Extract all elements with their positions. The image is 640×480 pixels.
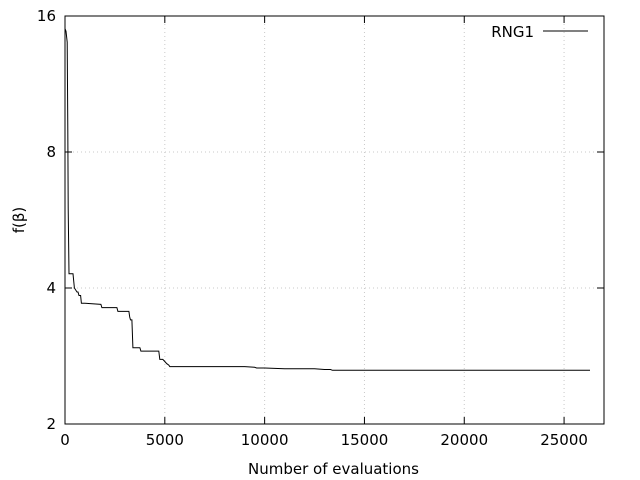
legend-label-rng1: RNG1 xyxy=(491,23,534,41)
x-axis-label: Number of evaluations xyxy=(248,460,419,478)
series-layer xyxy=(64,28,590,371)
x-tick-label: 20000 xyxy=(440,431,488,449)
x-tick-label: 25000 xyxy=(540,431,588,449)
x-tick-label: 0 xyxy=(60,431,70,449)
y-tick-label: 8 xyxy=(46,143,56,161)
y-tick-label: 2 xyxy=(46,415,56,433)
x-tick-label: 10000 xyxy=(241,431,289,449)
x-tick-label: 15000 xyxy=(341,431,389,449)
ticks-layer: 0 5000 10000 15000 20000 25000 2 4 8 16 xyxy=(37,7,604,449)
legend: RNG1 xyxy=(491,23,588,41)
y-axis-label: f(β) xyxy=(10,207,28,234)
plot-frame xyxy=(64,15,605,425)
y-tick-label: 16 xyxy=(37,7,56,25)
x-tick-label: 5000 xyxy=(146,431,184,449)
series-line-rng1 xyxy=(64,28,590,371)
grid-lines xyxy=(65,16,604,424)
y-tick-label: 4 xyxy=(46,279,56,297)
